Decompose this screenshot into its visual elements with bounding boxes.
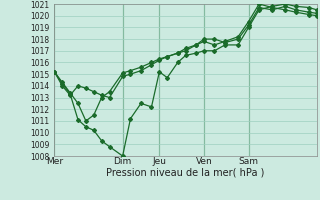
X-axis label: Pression niveau de la mer( hPa ): Pression niveau de la mer( hPa ) [107,168,265,178]
